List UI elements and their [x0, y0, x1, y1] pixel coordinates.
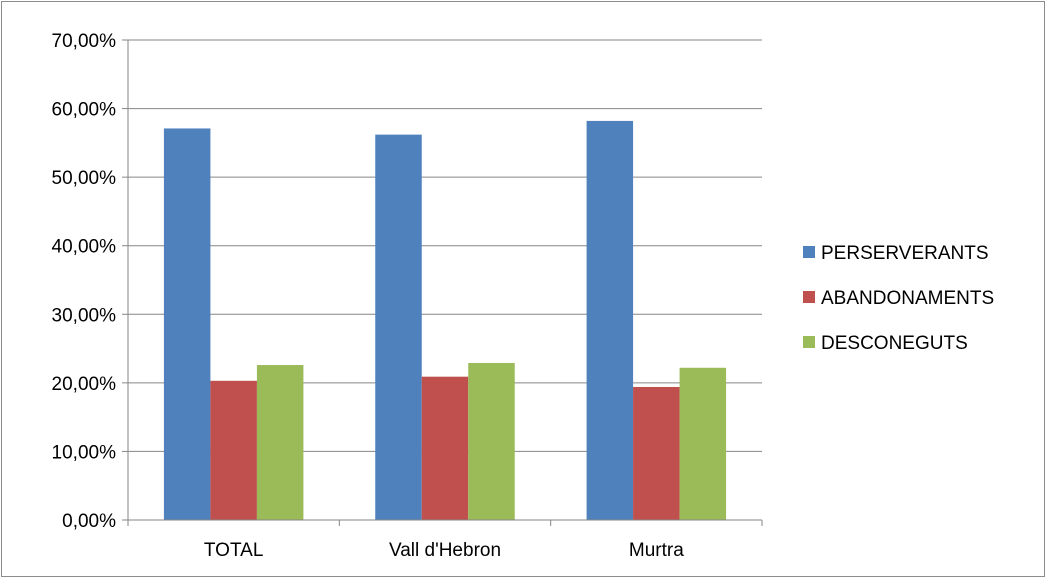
- y-tick-label: 0,00%: [62, 511, 116, 532]
- legend-item: DESCONEGUTS: [803, 333, 968, 354]
- x-tick-label: Vall d'Hebron: [389, 540, 501, 561]
- x-tick-labels: TOTAL Vall d'Hebron Murtra: [204, 540, 684, 561]
- y-tick-label: 40,00%: [52, 237, 117, 258]
- axes: [122, 39, 763, 526]
- x-tick-label: TOTAL: [204, 540, 263, 561]
- bar-perserverants-2: [586, 120, 634, 521]
- legend-item: ABANDONAMENTS: [803, 288, 994, 309]
- y-tick-label: 50,00%: [52, 168, 117, 189]
- bar-perserverants-0: [163, 128, 211, 520]
- bar-abandonaments-0: [210, 380, 257, 520]
- bar-desconeguts-2: [679, 367, 727, 520]
- y-tick-label: 60,00%: [52, 100, 117, 121]
- y-tick-label: 70,00%: [52, 31, 117, 52]
- y-tick-labels: 0,00% 10,00% 20,00% 30,00% 40,00% 50,00% 60,00…: [52, 31, 117, 532]
- bar-desconeguts-0: [256, 365, 304, 520]
- legend-swatch: [803, 291, 815, 303]
- legend-label: PERSERVERANTS: [821, 243, 989, 264]
- x-tick-label: Murtra: [629, 540, 684, 561]
- y-tick-label: 30,00%: [52, 305, 117, 326]
- bar-abandonaments-2: [633, 386, 680, 520]
- bars: [163, 120, 727, 521]
- y-tick-label: 20,00%: [52, 374, 117, 395]
- bar-abandonaments-1: [421, 376, 469, 520]
- legend-swatch: [803, 336, 815, 348]
- legend-swatch: [803, 246, 815, 258]
- bar-perserverants-1: [375, 134, 422, 520]
- legend-label: ABANDONAMENTS: [821, 288, 994, 309]
- legend-label: DESCONEGUTS: [821, 333, 968, 354]
- legend-item: PERSERVERANTS: [803, 243, 989, 264]
- bar-desconeguts-1: [468, 362, 515, 520]
- y-tick-label: 10,00%: [52, 442, 117, 463]
- legend: PERSERVERANTS ABANDONAMENTS DESCONEGUTS: [803, 243, 994, 354]
